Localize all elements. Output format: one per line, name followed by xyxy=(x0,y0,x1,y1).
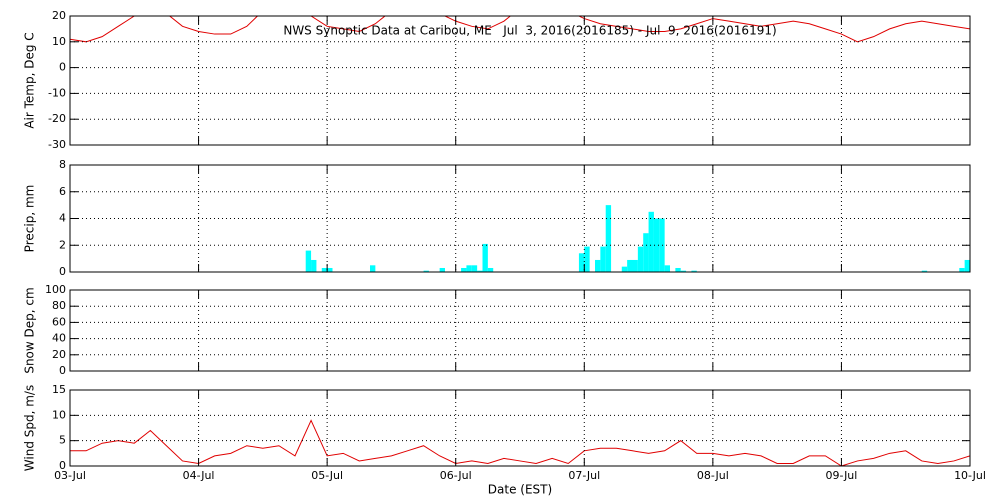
y-tick-label: 20 xyxy=(52,348,66,361)
precip-bar xyxy=(311,259,317,272)
precip-bar xyxy=(466,265,472,272)
y-tick-label: 5 xyxy=(59,434,66,447)
y-tick-label: 40 xyxy=(52,332,66,345)
data-line xyxy=(70,16,970,43)
precip-bar xyxy=(461,267,467,272)
y-tick-label: -10 xyxy=(48,86,66,99)
precip-bar xyxy=(659,218,665,272)
precip-bar xyxy=(370,265,376,272)
y-tick-label: 15 xyxy=(52,383,66,396)
precip-bar xyxy=(691,270,697,272)
x-tick-label: 06-Jul xyxy=(440,469,472,482)
precip-bar xyxy=(471,265,478,272)
y-tick-label: 100 xyxy=(45,283,66,296)
y-tick-label: 4 xyxy=(59,212,66,225)
y-tick-label: -30 xyxy=(48,138,66,151)
y-axis-label: Wind Spd, m/s xyxy=(23,385,37,471)
precip-bar xyxy=(305,250,312,272)
chart-title: NWS Synoptic Data at Caribou, ME Jul 3, … xyxy=(283,24,776,38)
precip-bar xyxy=(921,270,928,272)
precip-bar xyxy=(423,270,429,272)
y-axis-label: Air Temp, Deg C xyxy=(23,32,37,128)
y-tick-label: 0 xyxy=(59,459,66,472)
y-axis-label: Snow Dep, cm xyxy=(23,287,37,373)
precip-bar xyxy=(321,267,328,272)
y-tick-label: 20 xyxy=(52,9,66,22)
panel xyxy=(305,205,970,272)
precip-bar xyxy=(648,211,654,272)
panel xyxy=(70,16,970,43)
x-tick-label: 04-Jul xyxy=(183,469,215,482)
precip-bar xyxy=(482,243,488,272)
precip-bar xyxy=(439,267,445,272)
precip-bar xyxy=(584,246,590,272)
precip-bar xyxy=(637,246,644,272)
panel xyxy=(70,419,970,466)
precip-bar xyxy=(632,259,638,272)
y-axis-label: Precip, mm xyxy=(23,185,37,253)
panel-frame xyxy=(69,389,971,467)
panel-frame xyxy=(69,289,971,372)
x-tick-label: 08-Jul xyxy=(697,469,729,482)
precip-bar xyxy=(595,259,601,272)
precip-bar xyxy=(327,267,333,272)
precip-bar xyxy=(959,267,965,272)
y-tick-label: 60 xyxy=(52,315,66,328)
panel-frame xyxy=(69,164,971,273)
precip-bar xyxy=(487,267,494,272)
precip-bar xyxy=(621,266,628,272)
precip-bar xyxy=(680,270,687,272)
x-tick-label: 10-Jul xyxy=(954,469,986,482)
y-tick-label: 8 xyxy=(59,158,66,171)
precip-bar xyxy=(605,205,612,272)
x-axis-label: Date (EST) xyxy=(488,483,552,497)
y-tick-label: -20 xyxy=(48,112,66,125)
y-tick-label: 10 xyxy=(52,35,66,48)
y-tick-label: 10 xyxy=(52,408,66,421)
data-line xyxy=(70,419,970,466)
y-tick-label: 0 xyxy=(59,265,66,278)
precip-bar xyxy=(627,259,633,272)
precip-bar xyxy=(578,253,585,272)
precip-bar xyxy=(600,246,606,272)
y-tick-label: 80 xyxy=(52,299,66,312)
precip-bar xyxy=(653,218,660,272)
y-tick-label: 2 xyxy=(59,238,66,251)
y-tick-label: 0 xyxy=(59,364,66,377)
y-tick-label: 0 xyxy=(59,61,66,74)
panel-frame xyxy=(69,15,971,146)
precip-bar xyxy=(675,267,681,272)
x-tick-label: 03-Jul xyxy=(54,469,86,482)
precip-bar xyxy=(664,265,670,272)
precip-bar xyxy=(643,233,649,272)
x-tick-label: 09-Jul xyxy=(825,469,857,482)
x-tick-label: 07-Jul xyxy=(568,469,600,482)
precip-bar xyxy=(964,259,970,272)
precip-bar xyxy=(477,270,483,272)
y-tick-label: 6 xyxy=(59,185,66,198)
x-tick-label: 05-Jul xyxy=(311,469,343,482)
